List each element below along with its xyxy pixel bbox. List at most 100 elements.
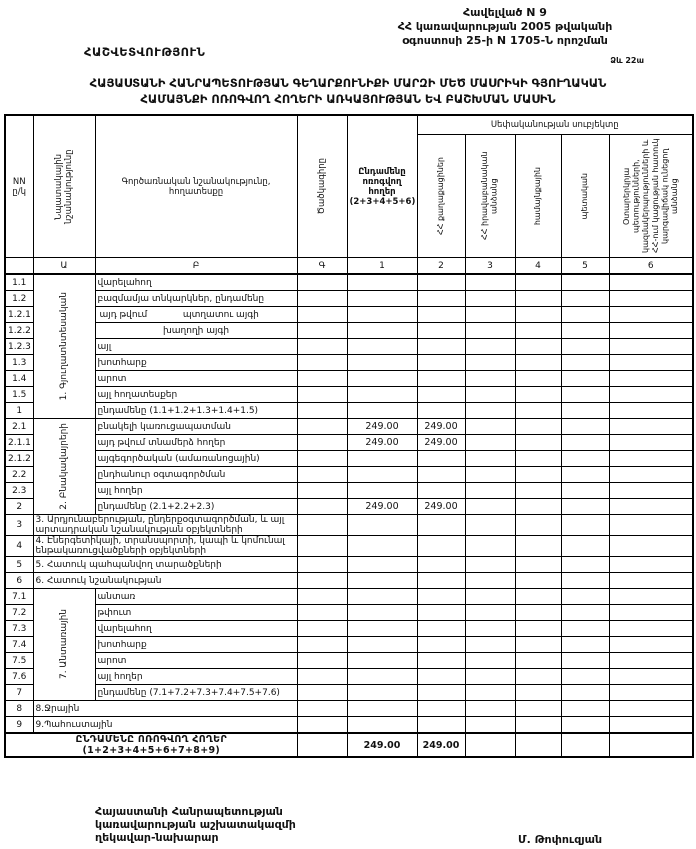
land-type-cell: թփուտ	[94, 604, 298, 621]
value-cell	[608, 556, 694, 573]
table-row: 1.5 այլ հողատեսքեր	[4, 386, 694, 403]
value-cell	[514, 700, 562, 717]
value-cell: 249.00	[346, 418, 418, 435]
land-type-cell: ընդամենը (7.1+7.2+7.3+7.4+7.5+7.6)	[94, 684, 298, 701]
value-cell	[560, 716, 610, 734]
value-cell	[560, 684, 610, 701]
value-cell	[464, 273, 516, 291]
value-cell: 249.00	[416, 418, 466, 435]
value-cell	[560, 588, 610, 605]
appendix-line: Հավելված N 9	[463, 6, 547, 19]
value-cell	[560, 418, 610, 435]
code-cell	[296, 604, 348, 621]
table-row: 2.2 ընդհանուր օգտագործման	[4, 466, 694, 483]
row-number-cell: 3	[4, 514, 34, 536]
value-cell	[514, 636, 562, 653]
col-header-foreign: Օտարերկրյա պետությունների, կազմակերպությ…	[608, 134, 694, 258]
value-cell	[514, 482, 562, 499]
code-cell	[296, 290, 348, 307]
value-cell	[608, 273, 694, 291]
value-cell	[416, 700, 466, 717]
category-label-cell: 4. Էներգետիկայի, տրանսպորտի, կապի և կոմո…	[32, 535, 298, 557]
value-cell	[608, 370, 694, 387]
value-cell	[416, 466, 466, 483]
col-header-community: համայնքային	[514, 134, 562, 258]
value-cell	[560, 338, 610, 355]
value-cell	[514, 732, 562, 758]
table-row: 2.1 2. Բնակավայրերի բնակելի կառուցապատման 2…	[4, 418, 694, 515]
letters-row: Ա Բ Գ 1 2 3 4 5 6	[4, 257, 694, 275]
category-label-cell: 6. Հատուկ նշանակության	[32, 572, 298, 589]
value-cell	[464, 482, 516, 499]
land-type-cell: ընդամենը (2.1+2.2+2.3)	[94, 498, 298, 515]
value-cell	[608, 450, 694, 467]
row-number-cell: 1.4	[4, 370, 34, 387]
value-cell	[346, 620, 418, 637]
value-cell	[514, 604, 562, 621]
value-cell	[464, 386, 516, 403]
value-cell	[608, 668, 694, 685]
value-cell	[416, 386, 466, 403]
value-cell	[346, 668, 418, 685]
value-cell	[608, 306, 694, 323]
office-line: Հայաստանի Հանրապետության	[95, 805, 283, 818]
letter-cell: Ա	[32, 257, 96, 275]
table-row: 2.1.1 այդ թվում տնամերձ հողեր 249.00 249.00	[4, 434, 694, 451]
value-cell	[608, 290, 694, 307]
value-cell	[514, 572, 562, 589]
header-row-top: NN ը/կ Նպատակային նշանակությունը Գործառն…	[4, 114, 694, 258]
code-cell	[296, 450, 348, 467]
value-cell	[464, 652, 516, 669]
value-cell	[346, 370, 418, 387]
value-cell: 249.00	[346, 434, 418, 451]
value-cell	[560, 668, 610, 685]
land-type-cell: վարելահող	[94, 620, 298, 637]
row-number-cell: 1	[4, 402, 34, 419]
land-type-prefix: այդ թվում	[99, 309, 148, 320]
value-cell	[416, 588, 466, 605]
code-cell	[296, 700, 348, 717]
code-cell	[296, 466, 348, 483]
table-row: 6 6. Հատուկ նշանակության	[4, 572, 694, 589]
land-type-cell: խոտհարք	[94, 636, 298, 653]
value-cell	[416, 482, 466, 499]
value-cell	[346, 338, 418, 355]
value-cell	[346, 354, 418, 371]
land-type-split: այդ թվում պտղատու այգի	[98, 310, 295, 320]
value-cell: 249.00	[346, 498, 418, 515]
value-cell	[608, 434, 694, 451]
row-number-cell: 1.2.1	[4, 306, 34, 323]
value-cell	[346, 306, 418, 323]
land-type-cell: այդ թվում տնամերձ հողեր	[94, 434, 298, 451]
code-cell	[296, 370, 348, 387]
row-number-cell: 1.2	[4, 290, 34, 307]
value-cell	[416, 684, 466, 701]
value-cell	[608, 338, 694, 355]
value-cell	[514, 418, 562, 435]
value-cell	[464, 290, 516, 307]
code-cell	[296, 434, 348, 451]
code-cell	[296, 535, 348, 557]
value-cell	[346, 402, 418, 419]
code-cell	[296, 354, 348, 371]
value-cell	[608, 514, 694, 536]
table-row: 1.4 արոտ	[4, 370, 694, 387]
value-cell	[560, 498, 610, 515]
col-header-state: պետական	[560, 134, 610, 258]
letter-cell: 5	[560, 257, 610, 275]
value-cell	[514, 684, 562, 701]
value-cell	[416, 514, 466, 536]
row-number-cell: 7.5	[4, 652, 34, 669]
value-cell	[464, 418, 516, 435]
col-header-community-text: համայնքային	[533, 166, 543, 226]
value-cell	[514, 535, 562, 557]
value-cell	[560, 535, 610, 557]
row-number-cell: 9	[4, 716, 34, 734]
value-cell	[464, 434, 516, 451]
row-number-cell: 1.2.2	[4, 322, 34, 339]
value-cell	[514, 716, 562, 734]
category-label-cell: 9.Պահուստային	[32, 716, 298, 734]
office-line: կառավարության աշխատակազմի	[95, 818, 296, 832]
col-header-total: Ընդամենը ոռոգվող հողեր (2+3+4+5+6)	[346, 114, 418, 258]
value-cell	[346, 684, 418, 701]
